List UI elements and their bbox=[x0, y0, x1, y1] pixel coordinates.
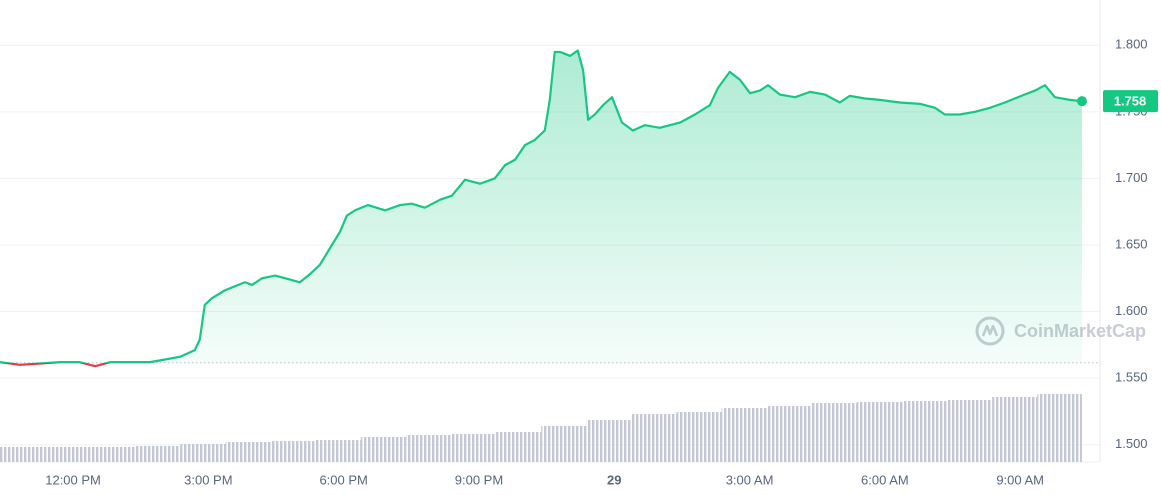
volume-bar bbox=[45, 447, 91, 462]
volume-bar bbox=[541, 426, 587, 462]
y-tick-label: 1.600 bbox=[1115, 303, 1148, 318]
volume-bar bbox=[856, 402, 903, 462]
price-line bbox=[0, 49, 1083, 368]
volume-bar bbox=[135, 446, 181, 462]
x-tick-label: 3:00 PM bbox=[184, 472, 232, 487]
volume-bar bbox=[0, 447, 46, 462]
x-tick-label: 6:00 AM bbox=[861, 472, 909, 487]
x-tick-label: 29 bbox=[607, 472, 621, 487]
y-tick-label: 1.500 bbox=[1115, 436, 1148, 451]
volume-bar bbox=[90, 447, 136, 462]
price-area bbox=[0, 50, 1082, 363]
y-tick-label: 1.800 bbox=[1115, 37, 1148, 52]
volume-bar bbox=[315, 440, 361, 462]
x-tick-label: 12:00 PM bbox=[45, 472, 101, 487]
price-tag bbox=[1103, 90, 1158, 113]
y-tick-label: 1.650 bbox=[1115, 236, 1148, 251]
volume-bar bbox=[405, 435, 452, 462]
volume-bar bbox=[947, 400, 993, 462]
volume-bar bbox=[676, 412, 722, 462]
volume-bar bbox=[270, 441, 316, 462]
volume-bar bbox=[631, 414, 677, 462]
volume-bar bbox=[225, 442, 271, 462]
volume-bar bbox=[180, 444, 226, 462]
last-point bbox=[1076, 96, 1087, 107]
volume-bar bbox=[902, 401, 948, 462]
volume-bar bbox=[451, 434, 497, 462]
volume-bar bbox=[721, 408, 767, 462]
volume-bar bbox=[811, 403, 857, 462]
y-tick-label: 1.550 bbox=[1115, 370, 1148, 385]
x-tick-label: 9:00 PM bbox=[455, 472, 503, 487]
volume-bar bbox=[1037, 394, 1082, 462]
price-tag-label: 1.758 bbox=[1114, 94, 1147, 109]
x-tick-label: 9:00 AM bbox=[996, 472, 1044, 487]
x-tick-label: 6:00 PM bbox=[319, 472, 367, 487]
volume-bar bbox=[992, 397, 1038, 462]
volume-bar bbox=[586, 420, 632, 462]
y-tick-label: 1.700 bbox=[1115, 170, 1148, 185]
volume-bar bbox=[360, 437, 406, 462]
x-tick-label: 3:00 AM bbox=[726, 472, 774, 487]
volume-bar bbox=[496, 432, 542, 462]
volume-bar bbox=[766, 406, 812, 462]
